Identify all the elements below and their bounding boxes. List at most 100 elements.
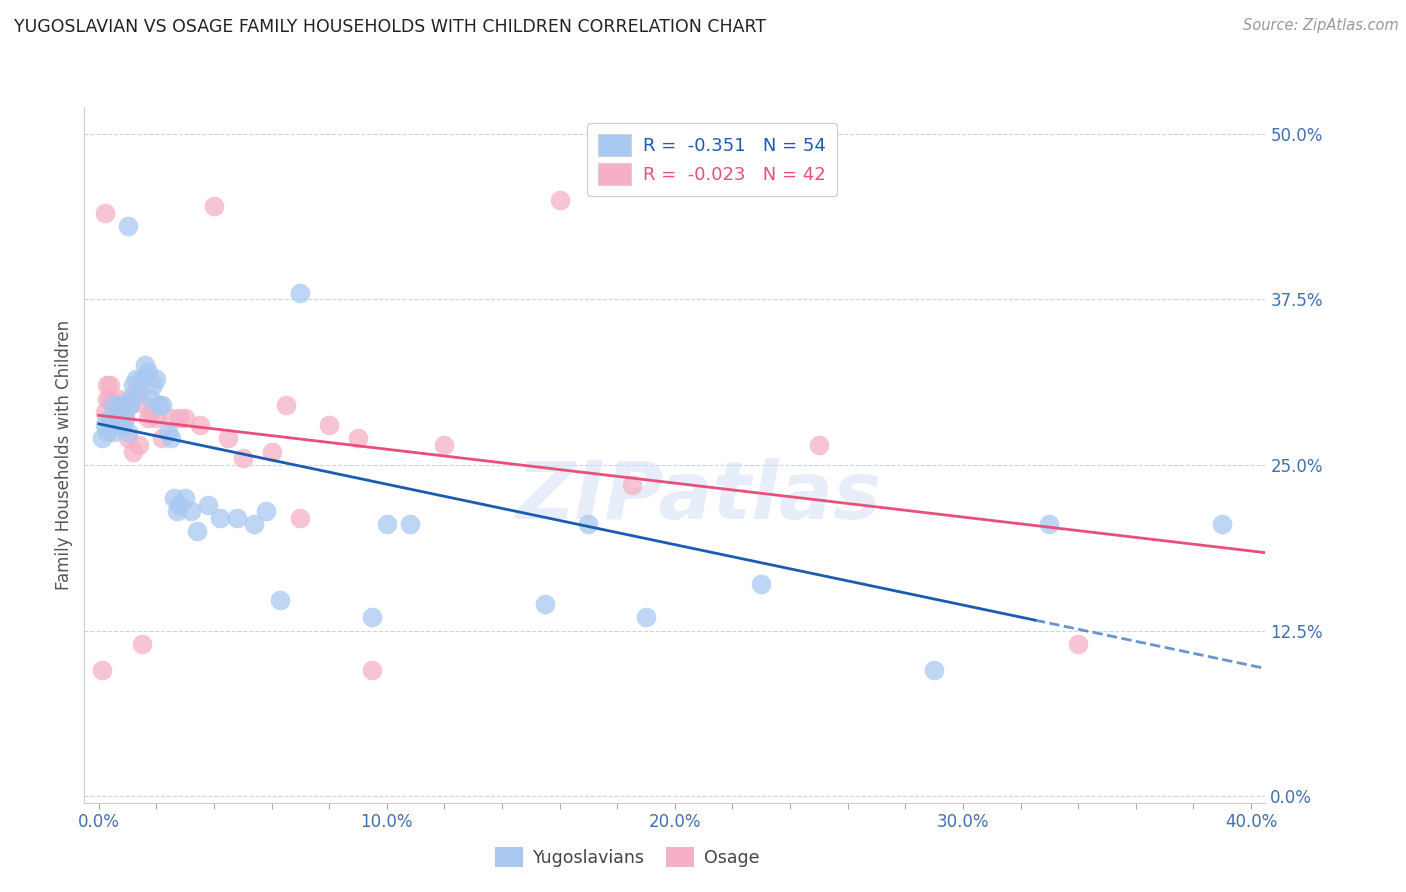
Point xyxy=(98,378,121,392)
Point xyxy=(180,504,202,518)
Point xyxy=(269,593,291,607)
Point xyxy=(105,418,128,433)
Point xyxy=(111,405,134,419)
Point xyxy=(136,365,159,379)
Text: Source: ZipAtlas.com: Source: ZipAtlas.com xyxy=(1243,18,1399,33)
Point xyxy=(128,438,150,452)
Point xyxy=(93,206,115,220)
Point xyxy=(361,610,384,624)
Point xyxy=(117,219,139,234)
Point xyxy=(90,431,112,445)
Point xyxy=(922,663,945,677)
Point xyxy=(1211,517,1233,532)
Point xyxy=(433,438,456,452)
Point xyxy=(101,418,124,433)
Point xyxy=(578,517,600,532)
Point xyxy=(145,372,167,386)
Point xyxy=(290,511,312,525)
Point xyxy=(807,438,830,452)
Point xyxy=(120,392,142,406)
Point xyxy=(347,431,370,445)
Point xyxy=(361,663,384,677)
Point xyxy=(169,498,191,512)
Point xyxy=(749,577,772,591)
Point xyxy=(128,384,150,399)
Point xyxy=(260,444,283,458)
Point xyxy=(375,517,398,532)
Point xyxy=(125,384,148,399)
Point xyxy=(117,425,139,439)
Point xyxy=(1038,517,1060,532)
Point xyxy=(169,411,191,425)
Point xyxy=(101,398,124,412)
Point xyxy=(122,444,145,458)
Point xyxy=(108,411,131,425)
Point xyxy=(202,199,225,213)
Point xyxy=(548,193,571,207)
Point xyxy=(156,425,179,439)
Point xyxy=(150,398,173,412)
Point xyxy=(98,411,121,425)
Point xyxy=(108,398,131,412)
Point xyxy=(174,411,197,425)
Point xyxy=(120,398,142,412)
Point xyxy=(96,392,118,406)
Point xyxy=(399,517,422,532)
Point xyxy=(134,359,156,373)
Point xyxy=(134,398,156,412)
Point xyxy=(93,405,115,419)
Point xyxy=(120,398,142,412)
Point xyxy=(111,418,134,433)
Point xyxy=(145,411,167,425)
Point xyxy=(166,504,188,518)
Point xyxy=(90,663,112,677)
Point xyxy=(142,378,165,392)
Point xyxy=(226,511,249,525)
Text: ZIPatlas: ZIPatlas xyxy=(516,458,882,536)
Point xyxy=(93,418,115,433)
Point xyxy=(122,378,145,392)
Point xyxy=(620,477,643,491)
Point xyxy=(101,425,124,439)
Point xyxy=(105,398,128,412)
Point xyxy=(159,411,181,425)
Point xyxy=(114,398,136,412)
Point xyxy=(232,451,254,466)
Point xyxy=(108,392,131,406)
Point xyxy=(131,637,153,651)
Point xyxy=(534,597,557,611)
Point xyxy=(174,491,197,505)
Point xyxy=(131,372,153,386)
Text: YUGOSLAVIAN VS OSAGE FAMILY HOUSEHOLDS WITH CHILDREN CORRELATION CHART: YUGOSLAVIAN VS OSAGE FAMILY HOUSEHOLDS W… xyxy=(14,18,766,36)
Point xyxy=(163,491,186,505)
Point xyxy=(217,431,239,445)
Point xyxy=(111,418,134,433)
Point xyxy=(114,411,136,425)
Point xyxy=(1067,637,1090,651)
Point xyxy=(243,517,266,532)
Point xyxy=(186,524,208,538)
Point xyxy=(290,285,312,300)
Point xyxy=(254,504,277,518)
Point xyxy=(208,511,231,525)
Point xyxy=(159,431,181,445)
Point xyxy=(117,398,139,412)
Point xyxy=(188,418,211,433)
Point xyxy=(150,431,173,445)
Point xyxy=(101,398,124,412)
Point xyxy=(96,425,118,439)
Point xyxy=(139,392,162,406)
Point xyxy=(98,392,121,406)
Point xyxy=(117,431,139,445)
Point xyxy=(636,610,658,624)
Point xyxy=(96,378,118,392)
Point xyxy=(148,398,170,412)
Point xyxy=(114,411,136,425)
Legend: Yugoslavians, Osage: Yugoslavians, Osage xyxy=(488,840,766,874)
Y-axis label: Family Households with Children: Family Households with Children xyxy=(55,320,73,590)
Point xyxy=(139,405,162,419)
Point xyxy=(197,498,219,512)
Point xyxy=(318,418,340,433)
Point xyxy=(125,372,148,386)
Point xyxy=(136,411,159,425)
